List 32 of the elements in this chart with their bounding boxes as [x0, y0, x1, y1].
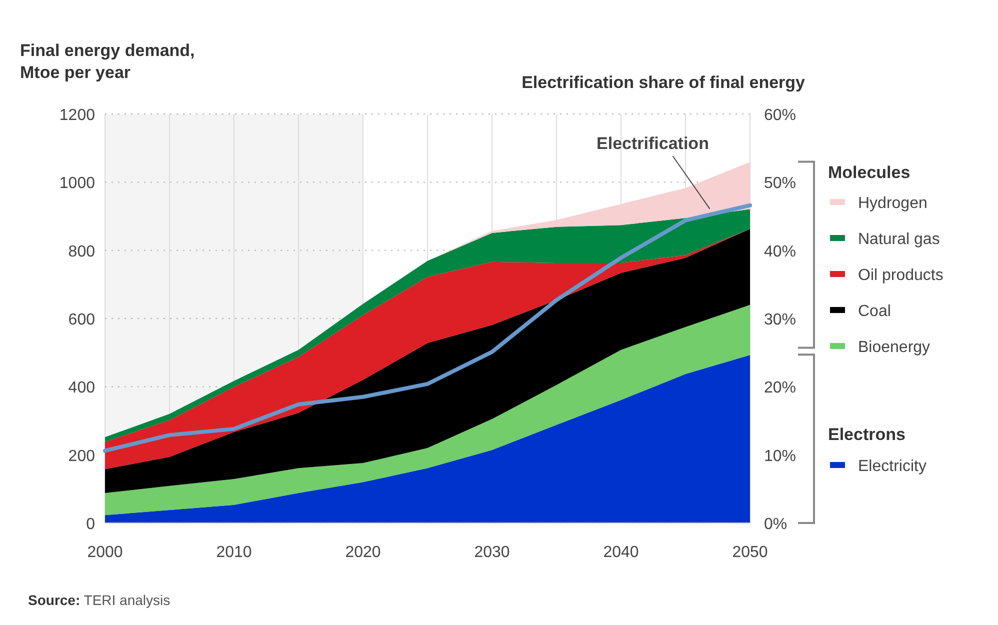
y2-tick-label: 30%: [764, 312, 796, 328]
legend-label: Bioenergy: [858, 339, 930, 356]
legend-label: Electricity: [858, 458, 926, 475]
x-tick-label: 2010: [216, 544, 252, 561]
y2-axis-title: Electrification share of final energy: [522, 73, 806, 92]
text: Molecules: [828, 163, 910, 182]
y-tick-label: 200: [68, 448, 96, 465]
y-tick-label: 1200: [59, 107, 96, 124]
y2-tick-label: 40%: [764, 243, 796, 260]
y2-tick-label: 50%: [764, 175, 796, 192]
y-axis-title: Final energy demand, Mtoe per year: [20, 41, 195, 82]
legend-label: Hydrogen: [858, 195, 928, 212]
legend-label: Natural gas: [858, 231, 940, 248]
legend-label: Coal: [858, 303, 891, 320]
y-tick-label: 0: [86, 516, 96, 533]
y2-tick-label: 0%: [764, 516, 788, 533]
text: Electrons: [828, 425, 906, 444]
y2-tick-label: 10%: [764, 448, 796, 465]
x-tick-label: 2040: [603, 544, 639, 561]
text: Electrification: [596, 134, 709, 153]
y2-tick-label: 60%: [764, 107, 796, 124]
x-tick-label: 2000: [87, 544, 123, 561]
y-tick-label: 600: [68, 312, 96, 328]
y-tick-label: 1000: [59, 175, 96, 192]
y-tick-label: 400: [68, 380, 96, 397]
x-tick-label: 2030: [474, 544, 510, 561]
source-note: Source: TERI analysis: [28, 592, 170, 608]
legend-label: Oil products: [858, 267, 944, 284]
y2-tick-label: 20%: [764, 380, 796, 397]
y-tick-label: 800: [68, 243, 96, 260]
x-tick-label: 2020: [345, 544, 381, 561]
x-tick-label: 2050: [732, 544, 768, 561]
